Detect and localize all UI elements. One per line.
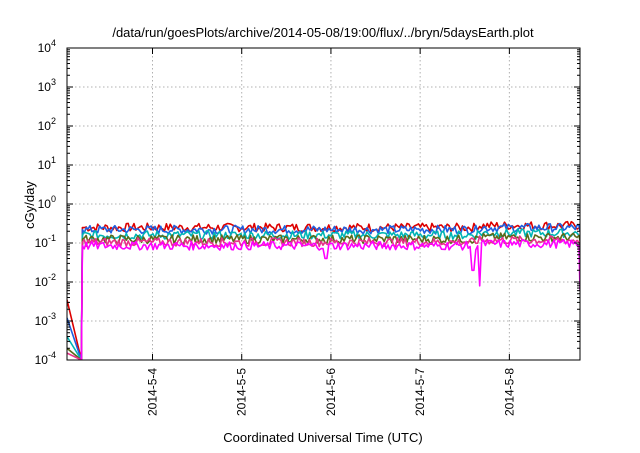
series-group <box>67 220 580 360</box>
y-tick-label: 102 <box>38 116 56 133</box>
grid <box>67 48 580 360</box>
y-tick-label: 10-4 <box>35 350 56 367</box>
series-line <box>67 220 580 360</box>
y-tick-label: 10-1 <box>35 233 56 250</box>
y-tick-label: 104 <box>38 38 56 55</box>
y-tick-label: 101 <box>38 155 56 172</box>
y-axis-label: cGy/day <box>22 181 37 229</box>
series-line <box>67 222 580 360</box>
series-line <box>78 238 580 360</box>
y-tick-label: 100 <box>38 194 56 211</box>
y-tick-label: 103 <box>38 77 56 94</box>
chart-title: /data/run/goesPlots/archive/2014-05-08/1… <box>112 25 534 40</box>
x-tick-label: 2014-5-6 <box>324 368 338 416</box>
y-tick-label: 10-2 <box>35 272 56 289</box>
y-tick-labels: 10-4 10-3 10-2 10-1 100 101 102 103 104 <box>35 38 56 367</box>
ticks <box>67 47 580 361</box>
y-tick-label: 10-3 <box>35 311 56 328</box>
x-tick-label: 2014-5-8 <box>502 368 516 416</box>
x-tick-label: 2014-5-5 <box>235 368 249 416</box>
x-tick-label: 2014-5-7 <box>413 368 427 416</box>
x-axis-label: Coordinated Universal Time (UTC) <box>223 430 422 445</box>
x-tick-labels: 2014-5-4 2014-5-5 2014-5-6 2014-5-7 2014-5-8 <box>146 368 517 416</box>
x-tick-label: 2014-5-4 <box>146 368 160 416</box>
